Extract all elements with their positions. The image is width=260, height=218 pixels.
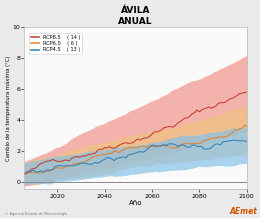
Text: © Agencia Estatal de Meteorología: © Agencia Estatal de Meteorología — [5, 212, 67, 216]
Text: AEmet: AEmet — [230, 207, 257, 216]
X-axis label: Año: Año — [129, 200, 142, 206]
Legend: RCP8.5    ( 14 ), RCP6.0    ( 6 ), RCP4.5    ( 13 ): RCP8.5 ( 14 ), RCP6.0 ( 6 ), RCP4.5 ( 13… — [29, 33, 82, 54]
Title: ÁVILA
ANUAL: ÁVILA ANUAL — [118, 5, 153, 26]
Y-axis label: Cambio de la temperatura máxima (°C): Cambio de la temperatura máxima (°C) — [5, 56, 11, 161]
